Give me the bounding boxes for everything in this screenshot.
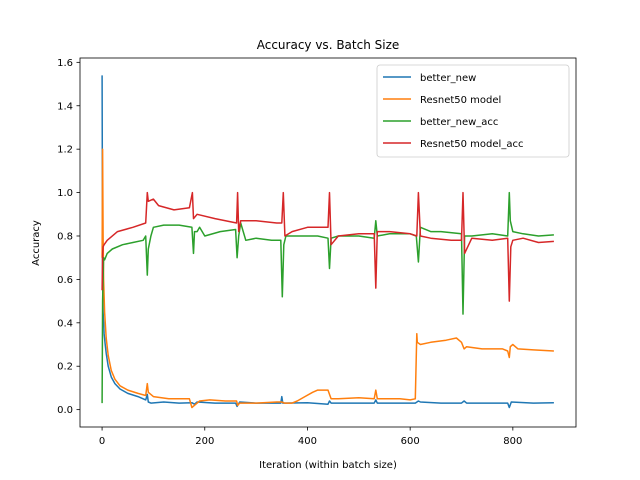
legend-label: better_new bbox=[420, 73, 476, 84]
y-tick-label: 0.8 bbox=[57, 231, 73, 242]
y-tick-label: 0.0 bbox=[57, 405, 73, 416]
x-tick-label: 600 bbox=[401, 436, 420, 447]
x-tick-label: 400 bbox=[298, 436, 317, 447]
series-line-4 bbox=[101, 191, 554, 302]
y-tick-label: 0.6 bbox=[57, 275, 73, 286]
legend-label: Resnet50 model_acc bbox=[420, 139, 523, 150]
series-line-2 bbox=[101, 148, 554, 409]
series-layer bbox=[101, 75, 554, 409]
legend-label: Resnet50 model bbox=[420, 95, 501, 106]
series-line-3 bbox=[101, 191, 554, 404]
plot-frame bbox=[79, 57, 577, 428]
y-tick-label: 0.2 bbox=[57, 362, 73, 373]
x-tick-label: 0 bbox=[99, 436, 105, 447]
x-tick-label: 800 bbox=[503, 436, 522, 447]
y-tick-label: 1.6 bbox=[57, 58, 73, 69]
legend-label: better_new_acc bbox=[420, 117, 498, 128]
axes-layer: 0 200 400 600 800 0.0 0.2 0.4 0.6 0.8 1.0 1.2 1.4 1.6 bbox=[57, 57, 577, 447]
y-tick-label: 1.4 bbox=[57, 101, 73, 112]
x-axis-label: Iteration (within batch size) bbox=[259, 460, 397, 471]
y-tick-label: 0.4 bbox=[57, 318, 73, 329]
legend-box bbox=[376, 64, 570, 158]
legend: better_new Resnet50 model better_new_acc Re… bbox=[376, 64, 570, 158]
y-tick-label: 1.2 bbox=[57, 145, 73, 156]
y-tick-label: 1.0 bbox=[57, 188, 73, 199]
chart-title: Accuracy vs. Batch Size bbox=[257, 38, 400, 52]
y-axis-label: Accuracy bbox=[31, 220, 42, 266]
x-tick-label: 200 bbox=[195, 436, 214, 447]
